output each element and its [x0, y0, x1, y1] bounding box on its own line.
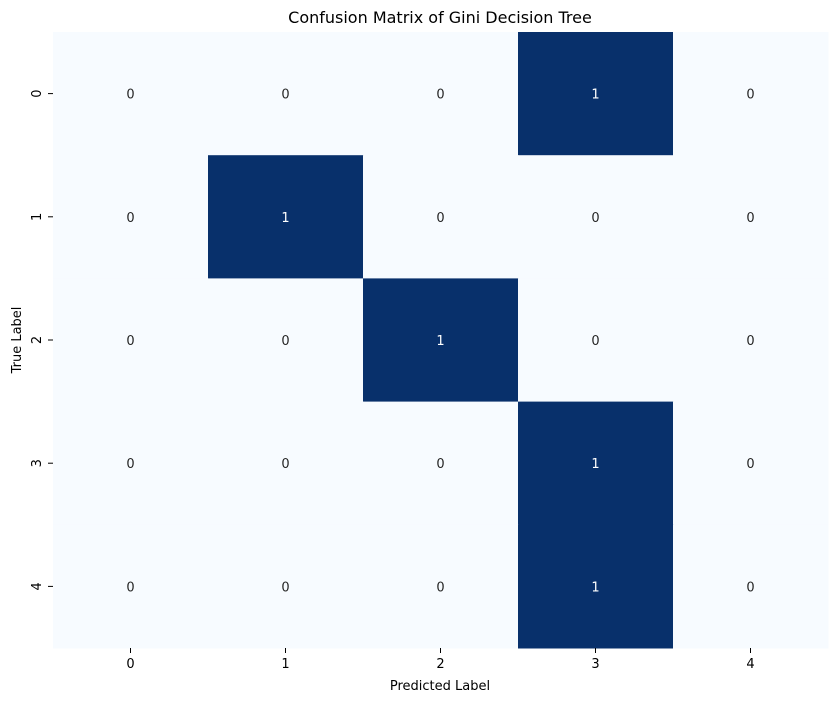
- heatmap-cell: [673, 524, 829, 649]
- y-tick-label: 4: [30, 582, 45, 590]
- cell-value-label: 1: [591, 457, 599, 472]
- cell-value-label: 0: [746, 580, 754, 595]
- x-tick-label: 3: [591, 657, 599, 672]
- y-axis-label: True Label: [10, 307, 25, 375]
- cell-value-label: 0: [436, 88, 444, 103]
- cell-value-label: 0: [436, 580, 444, 595]
- x-tick-label: 0: [126, 657, 134, 672]
- heatmap-cell: [208, 401, 364, 526]
- cell-value-label: 0: [746, 211, 754, 226]
- cell-value-label: 1: [281, 211, 289, 226]
- heatmap-cell: [518, 32, 674, 156]
- cell-value-label: 0: [126, 580, 134, 595]
- cell-value-label: 0: [746, 457, 754, 472]
- heatmap-cell-labels: 0 0 0 1 0 0 1 0 0 0 0 0 1 0 0 0 0 0 1 0 0 0 0 1 0: [126, 88, 754, 596]
- x-tick-label: 4: [746, 657, 754, 672]
- cell-value-label: 0: [746, 334, 754, 349]
- heatmap-cell: [208, 155, 364, 279]
- y-tick-label: 3: [30, 459, 45, 467]
- cell-value-label: 0: [436, 457, 444, 472]
- heatmap-cell: [53, 155, 209, 279]
- cell-value-label: 0: [281, 88, 289, 103]
- heatmap-cell: [363, 524, 519, 649]
- cell-value-label: 0: [591, 211, 599, 226]
- y-tick-label: 0: [30, 89, 45, 97]
- heatmap-cell: [363, 401, 519, 526]
- cell-value-label: 0: [746, 88, 754, 103]
- heatmap-cell: [363, 278, 519, 403]
- heatmap-cell: [208, 32, 364, 156]
- cell-value-label: 1: [591, 88, 599, 103]
- cell-value-label: 1: [591, 580, 599, 595]
- heatmap-cell: [53, 524, 209, 649]
- cell-value-label: 0: [436, 211, 444, 226]
- cell-value-label: 0: [591, 334, 599, 349]
- cell-value-label: 0: [281, 334, 289, 349]
- y-tick-label: 2: [30, 336, 45, 344]
- cell-value-label: 0: [281, 580, 289, 595]
- heatmap-cell: [208, 278, 364, 403]
- cell-value-label: 1: [436, 334, 444, 349]
- cell-value-label: 0: [126, 334, 134, 349]
- x-axis-ticks: 0 1 2 3 4: [126, 648, 755, 672]
- heatmap-cell: [53, 401, 209, 526]
- heatmap-cell: [673, 155, 829, 279]
- heatmap-cell: [673, 32, 829, 156]
- heatmap-cell: [363, 155, 519, 279]
- x-tick-label: 2: [436, 657, 444, 672]
- heatmap-cell: [518, 155, 674, 279]
- heatmap-cell: [208, 524, 364, 649]
- heatmap-cell: [673, 278, 829, 403]
- heatmap-cell: [518, 401, 674, 526]
- cell-value-label: 0: [281, 457, 289, 472]
- cell-value-label: 0: [126, 88, 134, 103]
- x-tick-label: 1: [281, 657, 289, 672]
- y-tick-label: 1: [30, 213, 45, 221]
- x-axis-label: Predicted Label: [390, 679, 490, 694]
- heatmap-cell: [673, 401, 829, 526]
- y-axis-ticks: 0 1 2 3 4: [30, 89, 53, 591]
- heatmap-cell: [518, 278, 674, 403]
- heatmap-cell: [53, 278, 209, 403]
- chart-title: Confusion Matrix of Gini Decision Tree: [288, 8, 592, 27]
- heatmap-cells: [53, 32, 829, 649]
- cell-value-label: 0: [126, 211, 134, 226]
- heatmap-cell: [363, 32, 519, 156]
- heatmap-cell: [53, 32, 209, 156]
- cell-value-label: 0: [126, 457, 134, 472]
- heatmap-cell: [518, 524, 674, 649]
